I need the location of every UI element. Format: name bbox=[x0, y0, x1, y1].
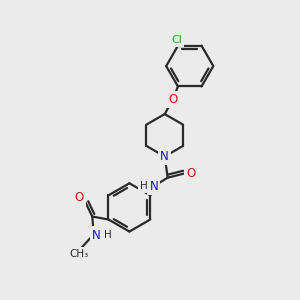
Text: O: O bbox=[74, 191, 84, 204]
Text: N: N bbox=[149, 180, 158, 193]
Text: N: N bbox=[160, 150, 169, 163]
Text: O: O bbox=[168, 93, 177, 106]
Text: CH₃: CH₃ bbox=[69, 249, 89, 259]
Text: N: N bbox=[92, 229, 101, 242]
Text: Cl: Cl bbox=[171, 35, 182, 45]
Text: H: H bbox=[140, 181, 148, 191]
Text: O: O bbox=[187, 167, 196, 180]
Text: H: H bbox=[104, 230, 112, 240]
